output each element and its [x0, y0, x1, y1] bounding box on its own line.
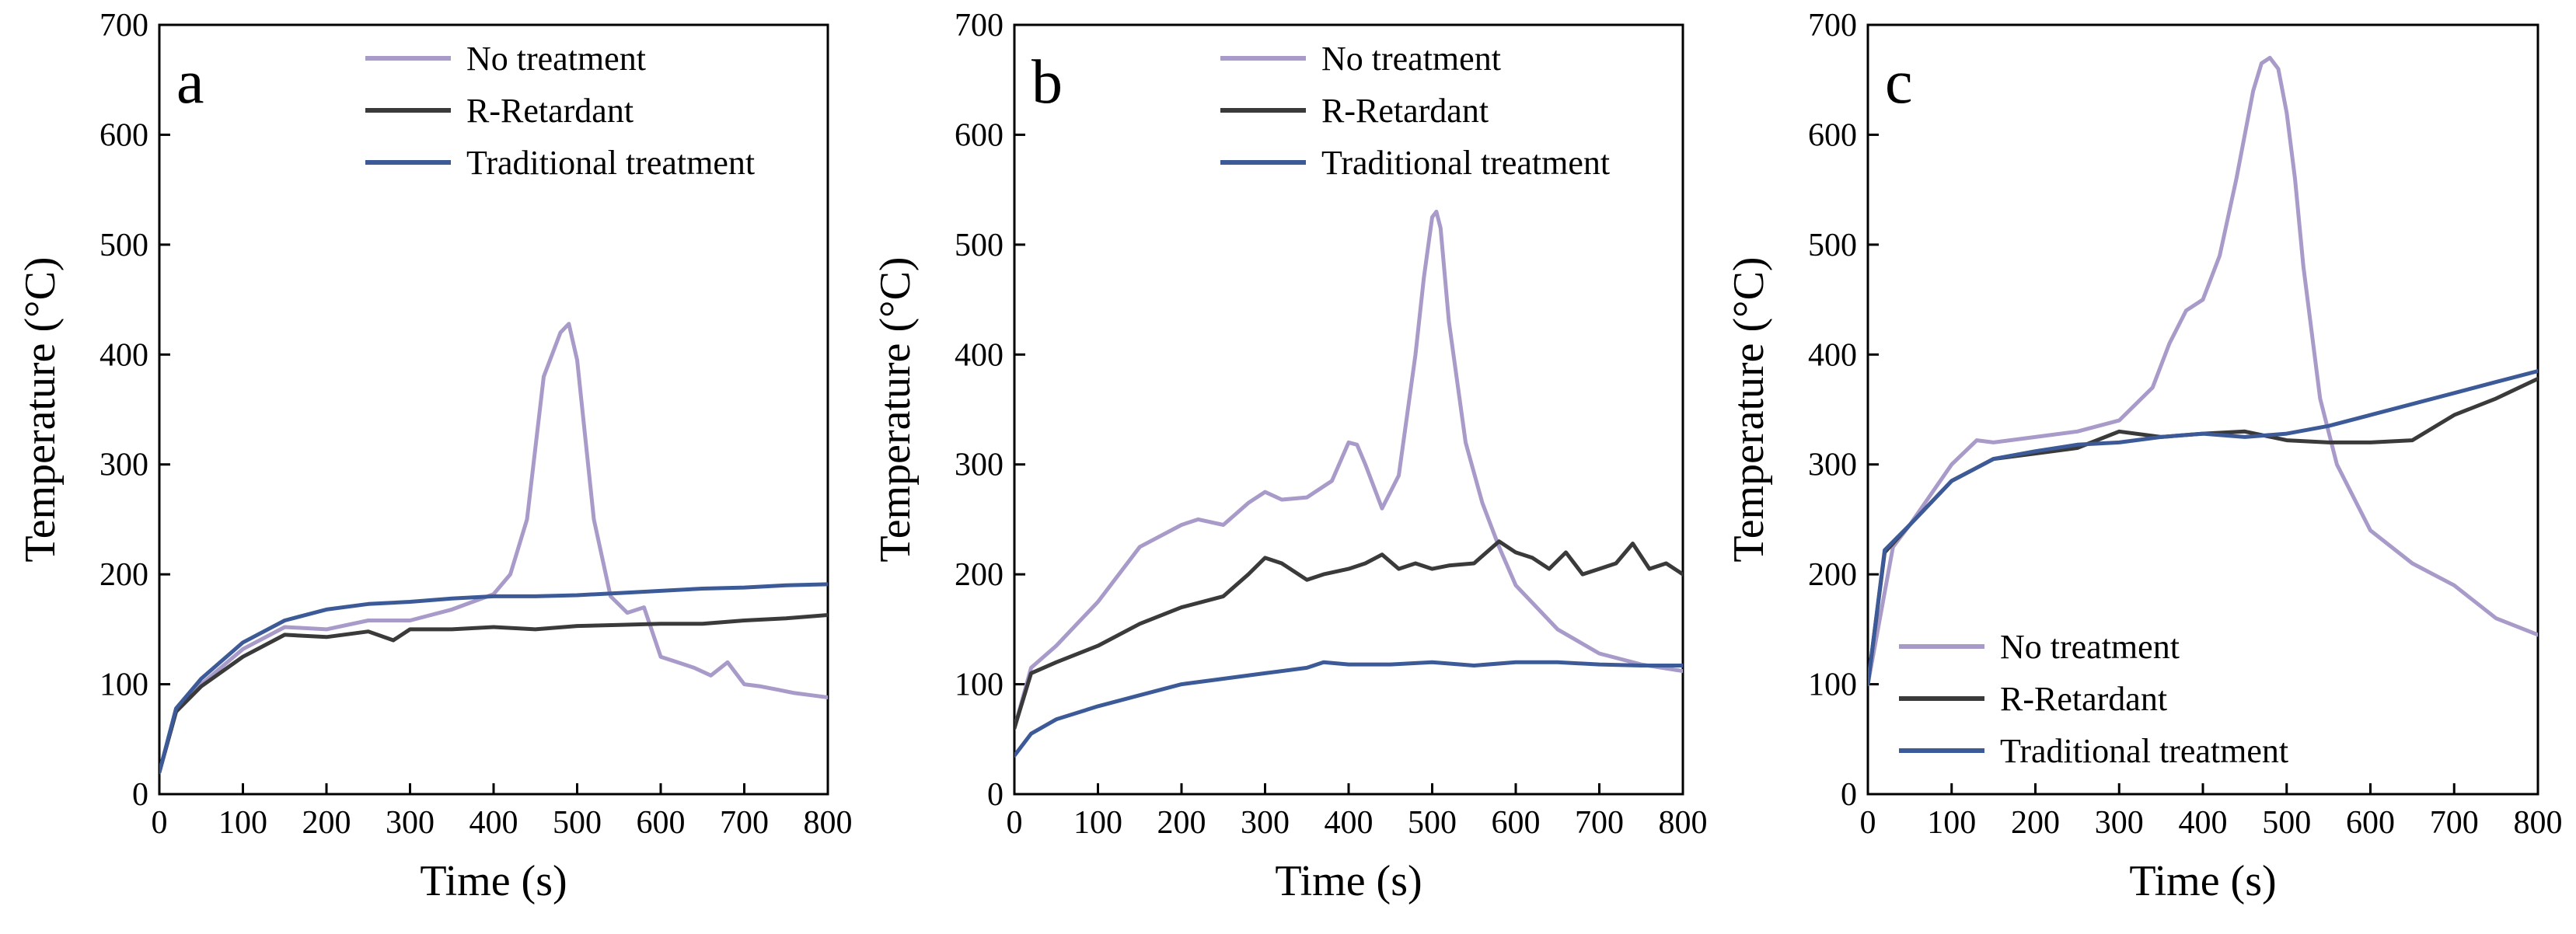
x-tick-label: 300: [1241, 805, 1290, 841]
y-tick-label: 0: [1841, 777, 1857, 813]
panel-label: c: [1885, 48, 1913, 117]
x-tick-label: 0: [1860, 805, 1876, 841]
y-tick-label: 700: [99, 8, 148, 44]
series-group: [159, 322, 828, 775]
series-line-2: [159, 582, 828, 775]
series-line-0: [159, 322, 828, 775]
x-tick-label: 100: [218, 805, 267, 841]
y-axis-title: Temperature (°C): [871, 256, 920, 562]
y-tick-label: 300: [1808, 448, 1857, 483]
x-tick-label: 800: [2514, 805, 2563, 841]
legend: No treatment R-Retardant Traditional treat…: [1220, 40, 1610, 182]
x-tick-label: 0: [152, 805, 168, 841]
plot-frame: [158, 23, 829, 796]
y-tick-label: 0: [132, 777, 148, 813]
series-group: [1868, 55, 2538, 687]
x-tick-label: 400: [2179, 805, 2228, 841]
legend-label: R-Retardant: [1321, 92, 1489, 130]
x-tick-label: 400: [1325, 805, 1374, 841]
y-tick-label: 200: [99, 557, 148, 593]
legend-label: No treatment: [2000, 628, 2180, 666]
plot-frame: [1866, 23, 2539, 796]
x-tick-label: 700: [2430, 805, 2479, 841]
y-tick-label: 0: [987, 777, 1004, 813]
x-tick-label: 300: [386, 805, 435, 841]
x-tick-label: 700: [1575, 805, 1624, 841]
y-tick-label: 700: [1808, 8, 1857, 44]
x-tick-label: 400: [469, 805, 518, 841]
y-tick-label: 400: [99, 337, 148, 373]
x-tick-label: 200: [302, 805, 351, 841]
x-tick-label: 600: [2346, 805, 2395, 841]
x-tick-label: 500: [1408, 805, 1457, 841]
y-tick-label: 100: [1808, 667, 1857, 703]
panel-label: a: [176, 48, 204, 117]
chart-panel-c: 0 100 200 300 400 500 600 700 800 0 100 200 300 400 50…: [1725, 8, 2563, 905]
chart-panel-b: 0 100 200 300 400 500 600 700 800 0 100 200 300 400 50…: [871, 8, 1708, 905]
legend: No treatment R-Retardant Traditional treat…: [365, 40, 755, 182]
legend-label: No treatment: [466, 40, 646, 78]
y-tick-label: 600: [99, 117, 148, 153]
series-line-1: [1868, 376, 2538, 687]
series-line-1: [159, 613, 828, 775]
x-tick-label: 300: [2095, 805, 2144, 841]
y-tick-label: 300: [99, 448, 148, 483]
y-tick-label: 200: [1808, 557, 1857, 593]
y-tick-label: 300: [955, 448, 1004, 483]
y-tick-label: 400: [1808, 337, 1857, 373]
x-tick-label: 500: [2262, 805, 2311, 841]
legend-label: R-Retardant: [2000, 680, 2167, 718]
series-line-0: [1868, 55, 2538, 687]
x-tick-label: 600: [637, 805, 686, 841]
y-tick-label: 700: [955, 8, 1004, 44]
legend: No treatment R-Retardant Traditional treat…: [1899, 628, 2288, 770]
x-tick-label: 500: [553, 805, 602, 841]
legend-label: R-Retardant: [466, 92, 634, 130]
series-line-1: [1014, 539, 1683, 730]
y-tick-label: 600: [955, 117, 1004, 153]
panel-label: b: [1031, 48, 1063, 117]
series-group: [1014, 209, 1683, 758]
series-line-2: [1868, 369, 2538, 687]
x-tick-label: 100: [1927, 805, 1976, 841]
plot-frame: [1013, 23, 1684, 796]
legend-label: Traditional treatment: [1321, 144, 1610, 182]
y-axis-title: Temperature (°C): [16, 256, 65, 562]
y-axis-title: Temperature (°C): [1725, 256, 1773, 562]
y-tick-label: 100: [99, 667, 148, 703]
y-tick-label: 600: [1808, 117, 1857, 153]
x-tick-label: 800: [804, 805, 853, 841]
y-tick-label: 500: [955, 228, 1004, 263]
legend-label: No treatment: [1321, 40, 1501, 78]
x-tick-label: 700: [720, 805, 769, 841]
x-axis-title: Time (s): [1275, 857, 1422, 905]
legend-label: Traditional treatment: [2000, 732, 2288, 770]
x-axis-title: Time (s): [2129, 857, 2276, 905]
y-tick-label: 200: [955, 557, 1004, 593]
x-tick-label: 600: [1492, 805, 1541, 841]
y-tick-label: 400: [955, 337, 1004, 373]
y-tick-label: 500: [1808, 228, 1857, 263]
series-line-2: [1014, 660, 1683, 758]
x-tick-label: 200: [2011, 805, 2060, 841]
x-tick-label: 0: [1007, 805, 1023, 841]
x-tick-label: 100: [1073, 805, 1122, 841]
legend-label: Traditional treatment: [466, 144, 755, 182]
series-line-0: [1014, 209, 1683, 730]
x-axis-title: Time (s): [420, 857, 567, 905]
x-tick-label: 800: [1659, 805, 1708, 841]
y-tick-label: 100: [955, 667, 1004, 703]
chart-panel-a: 0 100 200 300 400 500 600 700 800 0 100 200 300 400 50…: [16, 8, 853, 905]
x-tick-label: 200: [1157, 805, 1206, 841]
y-tick-label: 500: [99, 228, 148, 263]
